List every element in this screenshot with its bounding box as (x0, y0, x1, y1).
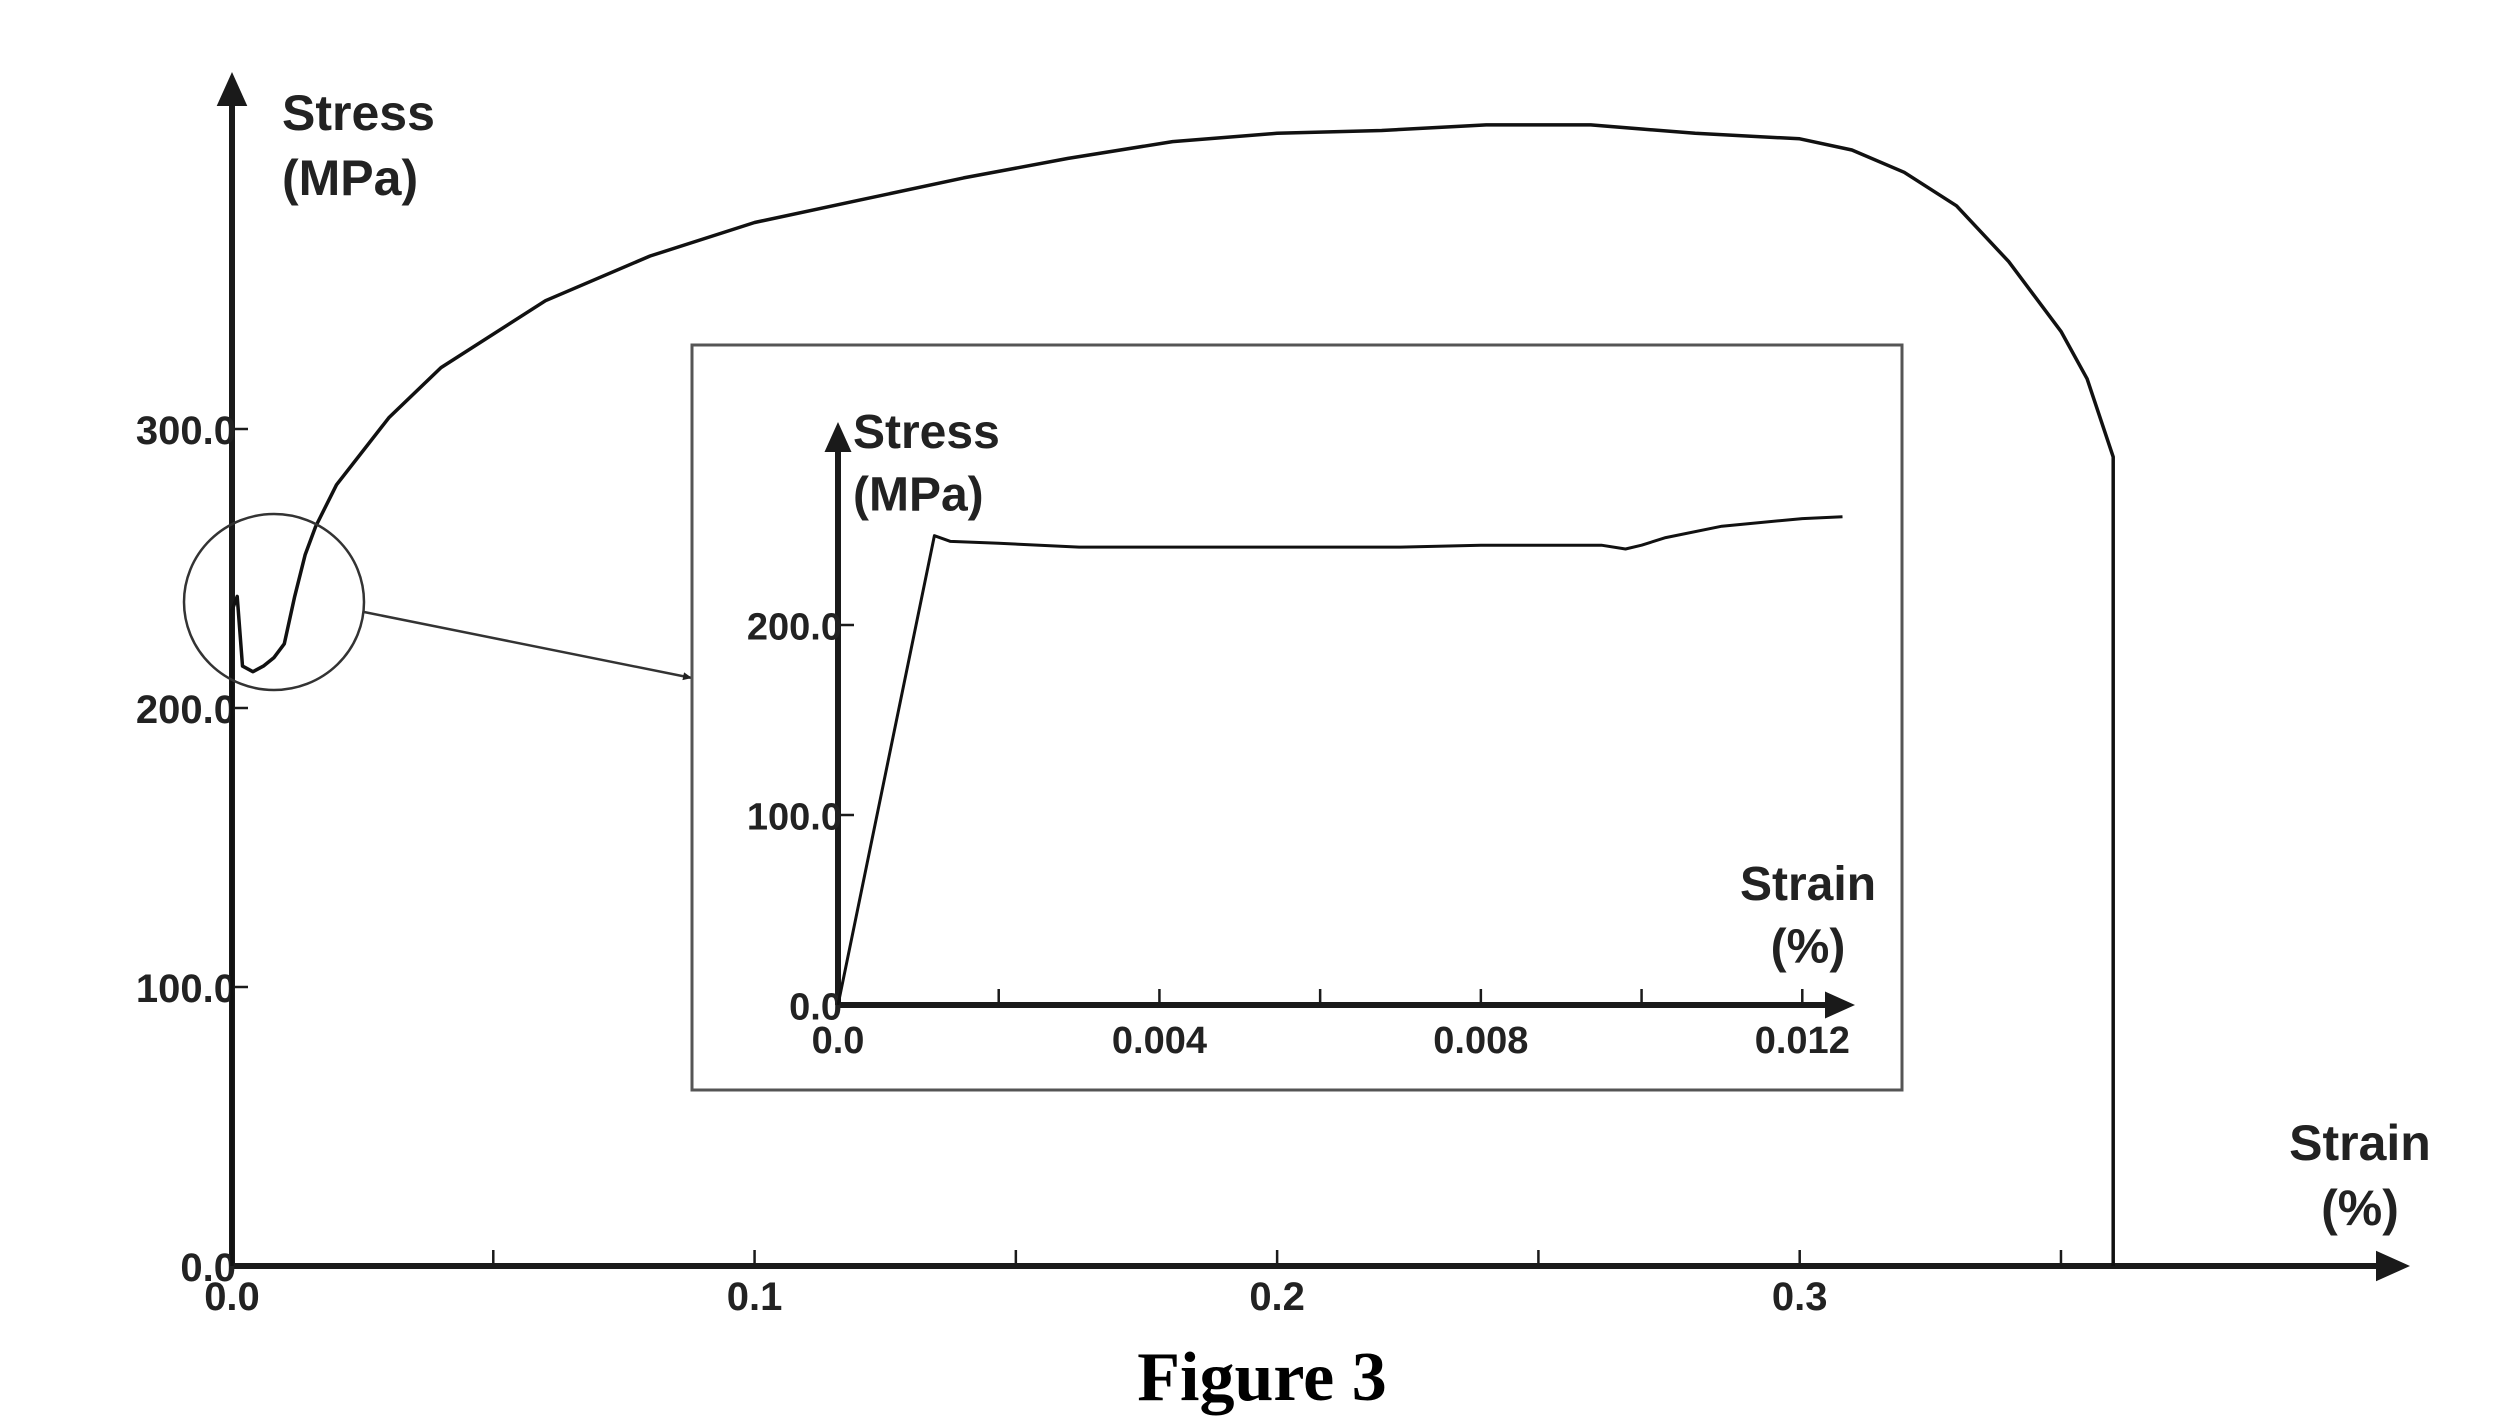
main-x-tick-label: 0.3 (1772, 1275, 1828, 1319)
main-y-axis-title: Stress (282, 85, 435, 141)
inset-x-tick-label: 0.0 (812, 1020, 865, 1062)
main-stress-strain-curve (230, 123, 2115, 1266)
main-y-tick-label: 100.0 (136, 967, 236, 1011)
main-x-tick-label: 0.0 (204, 1275, 260, 1319)
inset-y-tick-label: 200.0 (747, 606, 842, 648)
inset-y-axis-arrow (824, 422, 852, 452)
inset-x-tick-label: 0.012 (1755, 1020, 1850, 1062)
main-chart: 0.0 0.1 0.2 0.3 0.0 100.0 200.0 300.0 Stress (MPa… (136, 72, 2431, 1319)
main-y-axis-unit: (MPa) (282, 150, 418, 206)
main-y-tick-label: 200.0 (136, 688, 236, 732)
inset-chart: 0.0 0.004 0.008 0.012 0.0 100.0 200.0 Stress (MP… (747, 406, 1876, 1062)
main-x-axis-unit: (%) (2321, 1180, 2399, 1236)
inset-x-tick-label: 0.004 (1112, 1020, 1207, 1062)
main-x-axis-arrow (2376, 1250, 2410, 1282)
inset-x-tick-label: 0.008 (1433, 1020, 1528, 1062)
inset-stress-strain-curve (836, 515, 1843, 1006)
main-x-axis-title: Strain (2289, 1115, 2431, 1171)
inset-y-tick-label: 100.0 (747, 796, 842, 838)
inset-frame (690, 343, 1904, 1092)
figure-caption: Figure 3 (1137, 1339, 1387, 1416)
inset-y-axis-title: Stress (853, 406, 1000, 459)
zoom-circle (182, 512, 366, 692)
inset-x-axis-unit: (%) (1771, 920, 1846, 973)
main-y-tick-label: 300.0 (136, 409, 236, 453)
main-y-tick-label: 0.0 (180, 1246, 236, 1290)
main-y-axis-arrow (216, 72, 248, 106)
inset-x-axis-arrow (1825, 991, 1855, 1019)
inset-y-axis-unit: (MPa) (853, 468, 984, 521)
zoom-connector-line (363, 610, 693, 681)
main-x-tick-label: 0.2 (1249, 1275, 1305, 1319)
main-x-tick-label: 0.1 (727, 1275, 783, 1319)
inset-y-tick-label: 0.0 (789, 986, 842, 1028)
inset-x-axis-title: Strain (1740, 858, 1876, 911)
